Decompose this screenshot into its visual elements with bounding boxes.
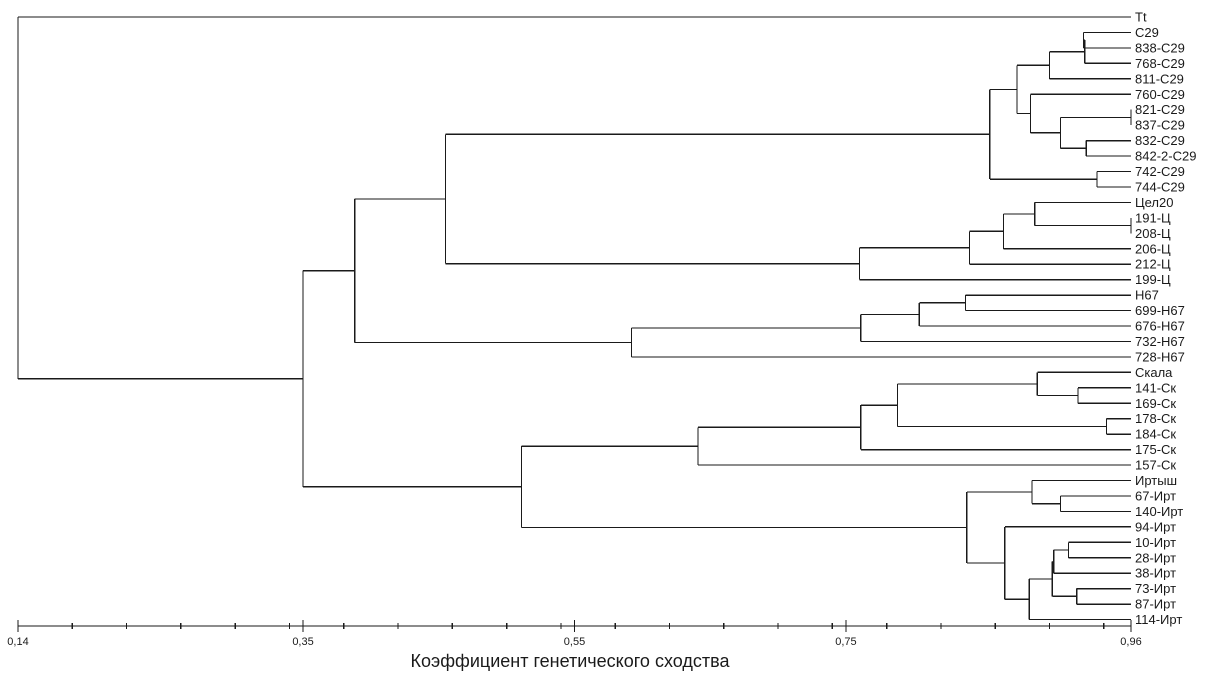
leaf-label: 768-C29	[1135, 56, 1185, 71]
axis-tick-label: 0,55	[564, 636, 585, 648]
leaf-label: Скала	[1135, 365, 1173, 380]
leaf-label: 760-C29	[1135, 87, 1185, 102]
leaf-label: 10-Ирт	[1135, 535, 1176, 550]
leaf-label: Иртыш	[1135, 473, 1177, 488]
leaf-label: 87-Ирт	[1135, 597, 1176, 612]
axis-tick-label: 0,14	[7, 636, 28, 648]
axis-title: Коэффициент генетического сходства	[411, 651, 731, 671]
leaf-label: 676-H67	[1135, 319, 1185, 334]
leaf-label: Цел20	[1135, 195, 1173, 210]
leaf-label: 141-Ск	[1135, 380, 1176, 395]
axis-tick-label: 0,35	[292, 636, 313, 648]
leaf-label: 191-Ц	[1135, 210, 1171, 225]
leaf-label: 175-Ск	[1135, 442, 1176, 457]
leaf-label: 140-Ирт	[1135, 504, 1183, 519]
leaf-label: 842-2-C29	[1135, 149, 1196, 164]
leaf-label: 732-H67	[1135, 334, 1185, 349]
leaf-label: 28-Ирт	[1135, 550, 1176, 565]
leaf-label: 838-C29	[1135, 40, 1185, 55]
leaf-label: 157-Ск	[1135, 458, 1176, 473]
leaf-label: 94-Ирт	[1135, 519, 1176, 534]
dendrogram-branches	[17, 16, 1132, 621]
leaf-label: 178-Ск	[1135, 411, 1176, 426]
x-axis: 0,14 0,35 0,55 0,75 0,96	[7, 620, 1142, 648]
leaf-label: 837-C29	[1135, 118, 1185, 133]
axis-tick-label: 0,75	[835, 636, 856, 648]
leaf-label: 699-H67	[1135, 303, 1185, 318]
leaf-label: 38-Ирт	[1135, 566, 1176, 581]
leaf-label: 208-Ц	[1135, 226, 1171, 241]
leaf-label: 73-Ирт	[1135, 581, 1176, 596]
leaf-label: 728-H67	[1135, 349, 1185, 364]
leaf-label: 206-Ц	[1135, 241, 1171, 256]
leaf-label: 184-Ск	[1135, 427, 1176, 442]
leaf-label: 199-Ц	[1135, 272, 1171, 287]
leaf-label: 169-Ск	[1135, 396, 1176, 411]
leaf-label: 67-Ирт	[1135, 488, 1176, 503]
leaf-label: Tt	[1135, 10, 1147, 25]
leaf-label: 821-C29	[1135, 102, 1185, 117]
leaf-label: 811-C29	[1135, 71, 1184, 86]
leaf-label: 742-C29	[1135, 164, 1185, 179]
leaf-label: 832-C29	[1135, 133, 1185, 148]
leaf-label: 744-C29	[1135, 179, 1185, 194]
axis-tick-label: 0,96	[1120, 636, 1141, 648]
leaf-label: C29	[1135, 25, 1159, 40]
leaf-label: 212-Ц	[1135, 257, 1171, 272]
leaf-label: H67	[1135, 288, 1159, 303]
leaf-labels: TtC29838-C29768-C29811-C29760-C29821-C29…	[1135, 10, 1196, 628]
leaf-label: 114-Ирт	[1135, 612, 1182, 627]
